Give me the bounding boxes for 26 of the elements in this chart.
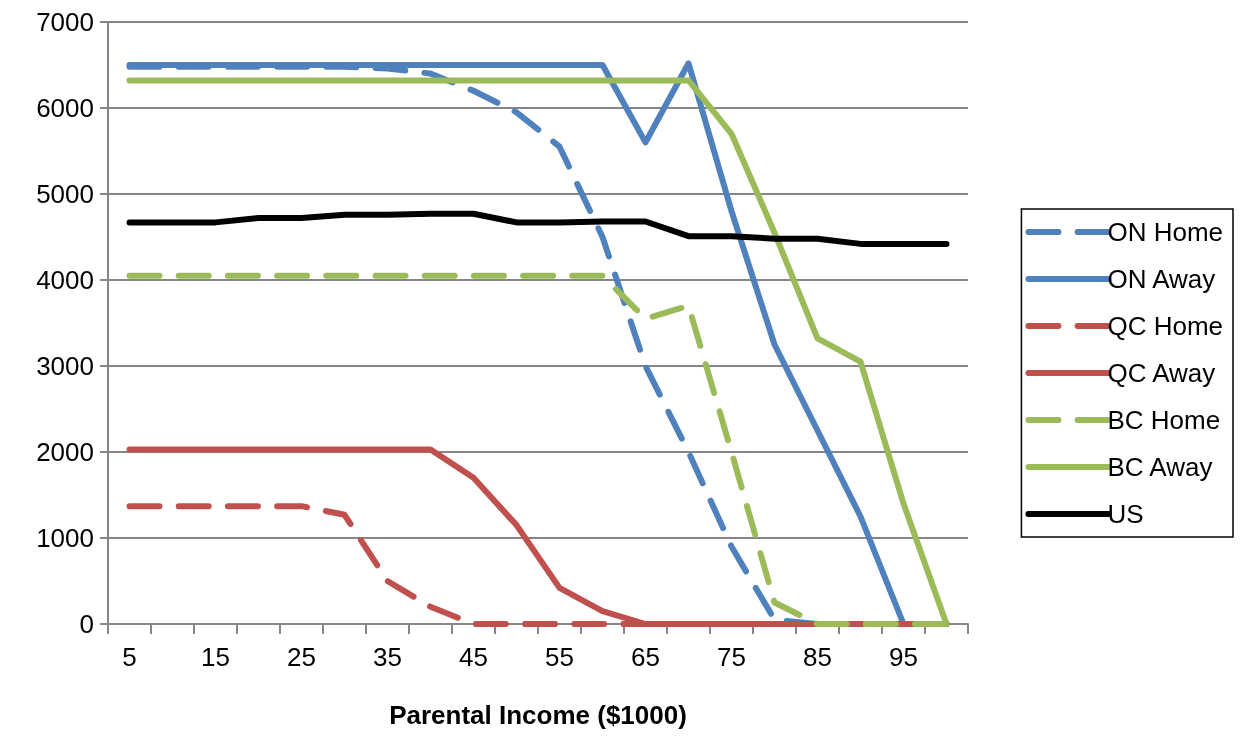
y-tick-label: 1000	[36, 523, 94, 553]
y-tick-label: 7000	[36, 7, 94, 37]
legend-label: BC Home	[1107, 405, 1221, 435]
y-tick-label: 6000	[36, 93, 94, 123]
y-tick-label: 2000	[36, 437, 94, 467]
y-tick-label: 4000	[36, 265, 94, 295]
legend-label: US	[1107, 499, 1144, 529]
x-tick-label: 55	[545, 642, 574, 672]
x-tick-label: 85	[803, 642, 832, 672]
legend-label: ON Away	[1107, 264, 1216, 294]
x-tick-label: 45	[459, 642, 488, 672]
x-tick-label: 95	[889, 642, 918, 672]
legend-label: ON Home	[1107, 217, 1223, 247]
x-axis-title: Parental Income ($1000)	[389, 700, 687, 730]
x-tick-label: 25	[287, 642, 316, 672]
x-tick-label: 5	[122, 642, 137, 672]
x-tick-label: 75	[717, 642, 746, 672]
x-tick-label: 15	[201, 642, 230, 672]
legend-label: QC Away	[1107, 358, 1216, 388]
y-tick-label: 3000	[36, 351, 94, 381]
legend-label: BC Away	[1107, 452, 1213, 482]
x-tick-label: 65	[631, 642, 660, 672]
legend-label: QC Home	[1107, 311, 1223, 341]
x-tick-label: 35	[373, 642, 402, 672]
y-tick-label: 5000	[36, 179, 94, 209]
y-tick-label: 0	[79, 609, 94, 639]
